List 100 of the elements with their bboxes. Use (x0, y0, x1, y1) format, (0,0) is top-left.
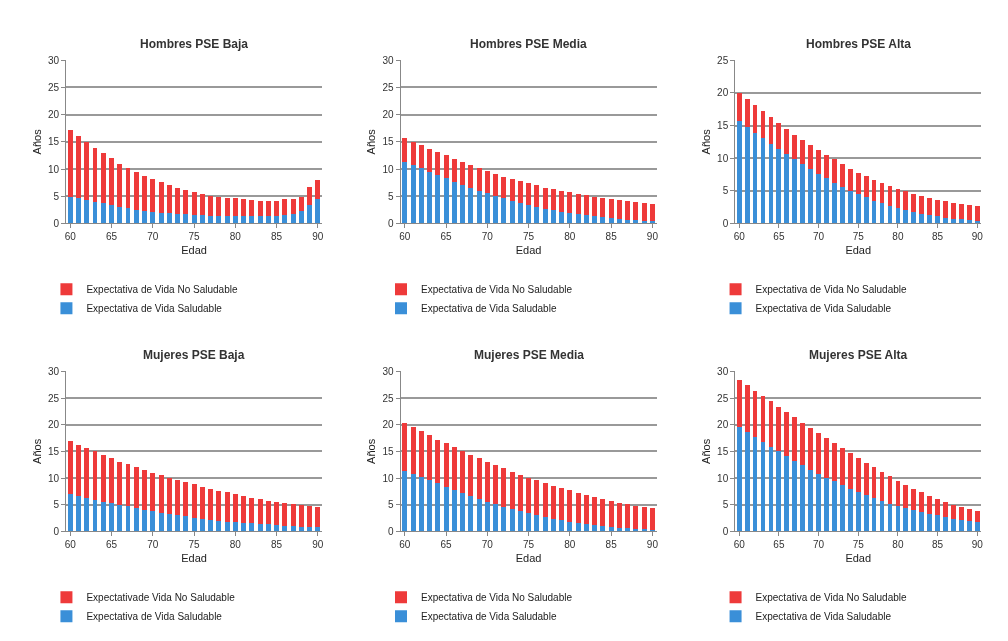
x-axis-title: Edad (515, 243, 542, 256)
y-tick-label: 20 (48, 419, 60, 431)
y-tick-label: 25 (382, 392, 395, 404)
y-tick-label: 0 (722, 217, 729, 229)
y-tick-label: 15 (48, 136, 60, 148)
x-tick-label: 90 (312, 231, 324, 243)
chart-title: Hombres PSE Baja (140, 37, 249, 51)
y-tick-label: 5 (722, 185, 729, 197)
x-tick-label: 65 (440, 539, 453, 551)
y-tick-label: 10 (717, 152, 729, 164)
x-tick-label: 70 (147, 539, 159, 551)
y-tick-label: 25 (717, 54, 729, 66)
y-tick-label: 5 (53, 499, 60, 511)
x-tick-label: 70 (481, 231, 494, 243)
x-tick-label: 65 (105, 231, 118, 243)
y-tick-label: 10 (48, 472, 60, 484)
chart-title: Mujeres PSE Alta (809, 348, 908, 362)
y-tick-label: 25 (717, 392, 729, 404)
x-axis-title: Edad (181, 243, 207, 256)
y-tick-label: 15 (717, 445, 729, 457)
x-tick-label: 80 (564, 231, 576, 243)
legend-label: Expectativa de Vida Saludable (86, 303, 223, 315)
y-tick-label: 0 (388, 525, 395, 537)
y-tick-label: 0 (722, 525, 729, 537)
y-tick-label: 20 (717, 419, 729, 431)
y-tick-label: 25 (382, 81, 395, 93)
y-tick-label: 25 (48, 392, 60, 404)
x-tick-label: 60 (64, 539, 77, 551)
y-tick-label: 0 (53, 525, 60, 537)
y-tick-label: 0 (388, 217, 395, 229)
x-tick-label: 60 (733, 539, 746, 551)
y-tick-label: 30 (382, 54, 395, 66)
y-axis-title: Años (365, 128, 378, 155)
x-tick-label: 75 (523, 539, 535, 551)
x-tick-label: 65 (773, 231, 785, 243)
x-axis-title: Edad (181, 551, 207, 564)
x-axis-title: Edad (845, 551, 872, 564)
legend-label: Expectativa de Vida No Saludable (755, 592, 908, 604)
y-tick-label: 20 (382, 109, 395, 121)
y-axis-title: Años (365, 438, 378, 464)
x-tick-label: 75 (852, 539, 865, 551)
x-tick-label: 90 (312, 539, 324, 551)
x-tick-label: 65 (105, 539, 118, 551)
legend-label: Expectativa de Vida Saludable (421, 303, 557, 315)
x-tick-label: 80 (229, 539, 242, 551)
y-tick-label: 25 (48, 81, 60, 93)
legend-label: Expectativa de Vida No Saludable (421, 592, 573, 604)
x-axis-title: Edad (515, 551, 542, 564)
legend-label: Expectativa de Vida Saludable (86, 611, 223, 623)
x-tick-label: 80 (229, 231, 242, 243)
y-axis-title: Años (699, 438, 712, 464)
y-tick-label: 30 (48, 54, 60, 66)
x-tick-label: 65 (440, 231, 453, 243)
legend-label: Expectativade Vida No Saludable (86, 592, 236, 604)
chart-title: Mujeres PSE Baja (143, 348, 245, 362)
y-tick-label: 15 (48, 445, 60, 457)
x-tick-label: 75 (852, 231, 865, 243)
y-tick-label: 5 (53, 190, 60, 202)
y-tick-label: 20 (717, 87, 729, 99)
legend-label: Expectativa de Vida No Saludable (86, 284, 238, 296)
y-tick-label: 30 (48, 365, 60, 377)
chart-title: Hombres PSE Alta (806, 37, 912, 51)
x-tick-label: 90 (971, 539, 984, 551)
y-tick-label: 10 (717, 472, 729, 484)
chart-title: Hombres PSE Media (470, 37, 588, 51)
y-tick-label: 10 (48, 163, 60, 175)
x-tick-label: 75 (188, 231, 201, 243)
y-tick-label: 5 (388, 190, 395, 202)
y-tick-label: 5 (722, 499, 729, 511)
y-tick-label: 15 (382, 445, 395, 457)
x-tick-label: 90 (971, 231, 984, 243)
y-axis-title: Años (699, 128, 712, 155)
x-tick-label: 60 (64, 231, 77, 243)
y-tick-label: 20 (382, 419, 395, 431)
y-tick-label: 15 (717, 120, 729, 132)
x-tick-label: 85 (932, 231, 944, 243)
legend-label: Expectativa de Vida No Saludable (421, 284, 573, 296)
x-tick-label: 80 (564, 539, 576, 551)
y-tick-label: 5 (388, 499, 395, 511)
x-axis-title: Edad (845, 243, 872, 256)
legend-label: Expectativa de Vida Saludable (755, 303, 892, 315)
x-tick-label: 80 (892, 539, 904, 551)
x-tick-label: 90 (646, 539, 659, 551)
y-tick-label: 20 (48, 109, 60, 121)
x-tick-label: 85 (605, 231, 618, 243)
y-tick-label: 10 (382, 472, 395, 484)
y-tick-label: 30 (717, 365, 729, 377)
x-tick-label: 85 (271, 539, 283, 551)
y-tick-label: 15 (382, 136, 395, 148)
chart-title: Mujeres PSE Media (474, 348, 585, 362)
y-tick-label: 0 (53, 217, 60, 229)
x-tick-label: 70 (481, 539, 494, 551)
y-tick-label: 10 (382, 163, 395, 175)
x-tick-label: 75 (523, 231, 535, 243)
y-tick-label: 30 (382, 365, 395, 377)
y-axis-title: Años (30, 128, 43, 155)
y-axis-title: Años (30, 438, 43, 464)
legend-label: Expectativa de Vida No Saludable (755, 284, 908, 296)
x-tick-label: 60 (733, 231, 746, 243)
x-tick-label: 60 (399, 539, 411, 551)
